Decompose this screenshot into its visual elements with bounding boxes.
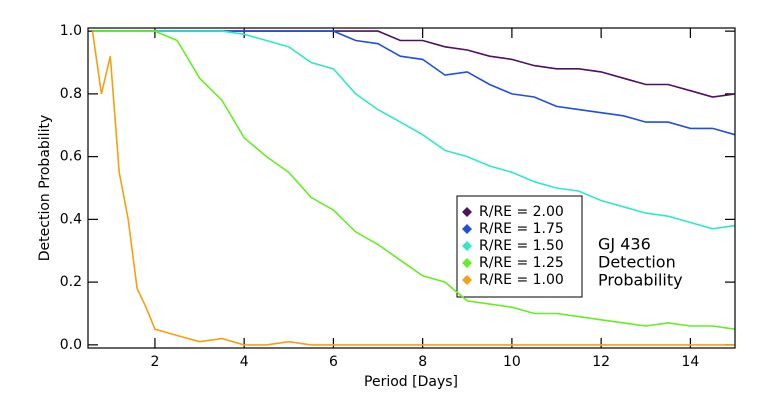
series-line [92, 30, 736, 98]
x-axis-title: Period [Days] [364, 374, 458, 390]
y-tick-label: 0.6 [60, 149, 82, 165]
legend-marker [462, 258, 472, 268]
x-tick-label: 12 [592, 354, 610, 370]
series-line [92, 30, 736, 330]
legend-label: R/RE = 2.00 [479, 204, 564, 220]
x-tick-label: 8 [418, 354, 427, 370]
annotation: Detection [598, 253, 676, 272]
y-axis-title: Detection Probability [37, 115, 53, 261]
annotation: Probability [598, 271, 683, 290]
legend-label: R/RE = 1.25 [479, 255, 564, 271]
legend-label: R/RE = 1.50 [479, 238, 564, 254]
x-tick-label: 4 [240, 354, 249, 370]
legend-marker [462, 224, 472, 234]
x-tick-label: 6 [329, 354, 338, 370]
y-tick-label: 0.2 [60, 274, 82, 290]
legend-marker [462, 275, 472, 285]
x-tick-label: 2 [150, 354, 159, 370]
x-tick-label: 10 [503, 354, 521, 370]
y-tick-label: 0.0 [60, 337, 82, 353]
legend-label: R/RE = 1.75 [479, 221, 564, 237]
y-tick-label: 0.8 [60, 86, 82, 102]
plot-frame [87, 27, 736, 349]
legend-label: R/RE = 1.00 [479, 272, 564, 288]
annotation: GJ 436 [598, 235, 651, 254]
legend-box [456, 195, 583, 298]
series-line [91, 30, 735, 346]
y-tick-label: 1.0 [60, 23, 82, 39]
y-tick-label: 0.4 [60, 211, 82, 227]
legend-marker [462, 241, 472, 251]
x-tick-label: 14 [681, 354, 699, 370]
legend-marker [462, 207, 472, 217]
